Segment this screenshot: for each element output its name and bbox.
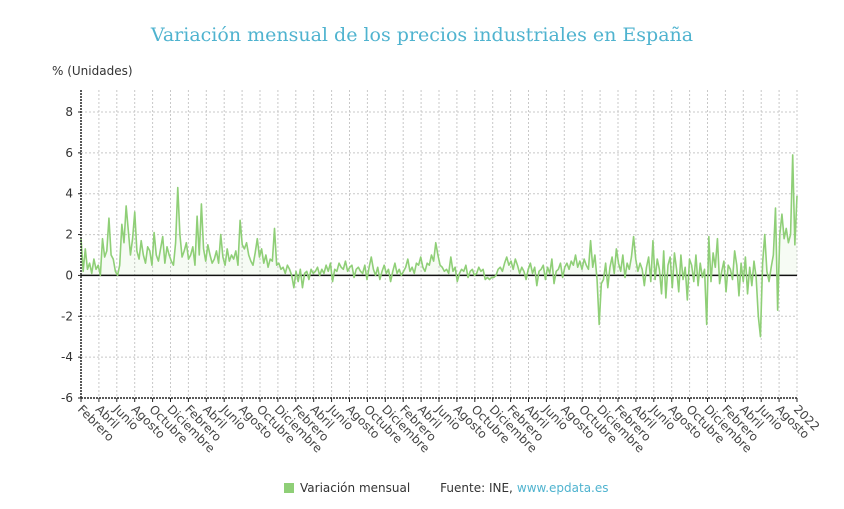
y-tick-label: 4 xyxy=(65,187,73,201)
grid xyxy=(81,90,798,398)
source-label: Fuente: INE, xyxy=(440,481,513,495)
legend-series-label[interactable]: Variación mensual xyxy=(300,481,411,495)
x-axis-ticks: FebreroAbrilJunioAgostoOctubreDiciembreF… xyxy=(75,398,822,455)
chart-title: Variación mensual de los precios industr… xyxy=(150,24,694,46)
y-tick-label: -4 xyxy=(61,350,73,364)
y-tick-label: 6 xyxy=(65,146,73,160)
source-link[interactable]: www.epdata.es xyxy=(516,481,609,495)
y-axis-label: % (Unidades) xyxy=(52,64,133,78)
y-axis-ticks: -6 -4 -2 0 2 4 6 8 xyxy=(61,105,81,405)
legend: Variación mensual Fuente: INE, www.epdat… xyxy=(284,481,609,495)
legend-swatch xyxy=(284,483,294,493)
y-tick-label: -6 xyxy=(61,391,73,405)
y-tick-label: 8 xyxy=(65,105,73,119)
series-line-variacion-mensual xyxy=(80,154,798,338)
y-tick-label: 0 xyxy=(65,268,73,282)
y-tick-label: -2 xyxy=(61,309,73,323)
y-tick-label: 2 xyxy=(65,228,73,242)
